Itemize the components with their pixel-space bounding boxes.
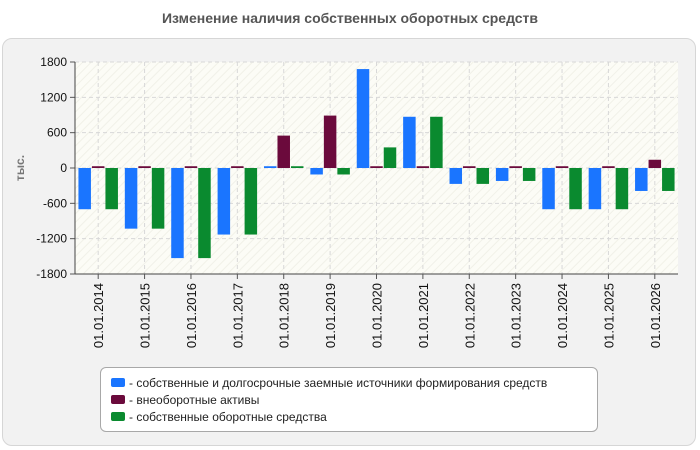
y-tick-label: -1800 <box>36 267 67 281</box>
x-tick-label: 01.01.2016 <box>184 283 199 348</box>
bar <box>635 168 648 191</box>
bar <box>356 69 370 168</box>
bar <box>555 166 569 168</box>
legend-swatch <box>111 395 125 404</box>
bar <box>171 168 184 259</box>
bar <box>244 168 258 235</box>
bar <box>184 166 198 168</box>
y-tick-label: 1200 <box>40 90 67 104</box>
legend: - собственные и долгосрочные заемные ист… <box>100 367 598 432</box>
x-tick-label: 01.01.2015 <box>138 283 153 348</box>
legend-label: собственные и долгосрочные заемные источ… <box>136 375 548 390</box>
x-tick-label: 01.01.2018 <box>277 283 292 348</box>
bars <box>78 69 675 259</box>
bar <box>662 168 675 191</box>
legend-item-working-capital: - собственные оборотные средства <box>111 408 597 425</box>
x-tick-label: 01.01.2024 <box>555 283 570 348</box>
bar <box>476 168 490 184</box>
bar <box>648 159 662 168</box>
x-tick-label: 01.01.2021 <box>416 283 431 348</box>
bar <box>430 116 443 168</box>
x-tick-label: 01.01.2019 <box>323 283 338 348</box>
bar <box>198 168 211 259</box>
bar <box>231 166 244 168</box>
bar <box>124 168 138 229</box>
bar <box>615 168 629 210</box>
legend-item-sources: - собственные и долгосрочные заемные ист… <box>111 374 597 391</box>
bar <box>588 168 602 210</box>
y-tick-label: 1800 <box>40 55 67 69</box>
bar <box>323 115 337 168</box>
bar <box>105 168 118 210</box>
bar <box>463 166 476 168</box>
bar <box>449 168 463 184</box>
axes: 1800 1200 600 0 -600 -1200 -1800 01.01.2014 01.0… <box>36 55 678 348</box>
bar <box>569 168 582 210</box>
x-tick-label: 01.01.2022 <box>462 283 477 348</box>
x-tick-label: 01.01.2020 <box>370 283 385 348</box>
x-tick-label: 01.01.2025 <box>601 283 616 348</box>
x-tick-label: 01.01.2023 <box>509 283 524 348</box>
y-tick-label: -600 <box>43 196 67 210</box>
bar <box>277 135 290 168</box>
bar <box>495 168 509 181</box>
bar <box>383 147 397 168</box>
bar <box>337 168 350 175</box>
bar <box>151 168 165 229</box>
bar <box>138 166 151 168</box>
bar <box>509 166 522 168</box>
bar <box>416 166 430 168</box>
y-tick-label: -1200 <box>36 232 67 246</box>
bar <box>370 166 383 168</box>
y-tick-label: 600 <box>47 126 67 140</box>
bar <box>78 168 91 210</box>
x-tick-label: 01.01.2017 <box>230 283 245 348</box>
bar <box>522 168 536 181</box>
legend-swatch <box>111 378 125 387</box>
y-tick-label: 0 <box>60 161 67 175</box>
chart-title: Изменение наличия собственных оборотных … <box>161 10 539 26</box>
legend-label: внеоборотные активы <box>136 392 260 407</box>
legend-label: собственные оборотные средства <box>136 409 327 424</box>
bar <box>91 166 105 168</box>
bar <box>403 116 416 168</box>
bar <box>542 168 555 210</box>
legend-item-fixed-assets: - внеоборотные активы <box>111 391 597 408</box>
x-tick-label: 01.01.2014 <box>91 283 106 348</box>
bar <box>217 168 231 235</box>
bar <box>310 168 323 175</box>
x-tick-label: 01.01.2026 <box>648 283 663 348</box>
y-axis-label: тыс. <box>13 155 27 181</box>
legend-swatch <box>111 412 125 421</box>
bar <box>290 166 304 168</box>
bar <box>263 166 277 168</box>
bar <box>602 166 615 168</box>
